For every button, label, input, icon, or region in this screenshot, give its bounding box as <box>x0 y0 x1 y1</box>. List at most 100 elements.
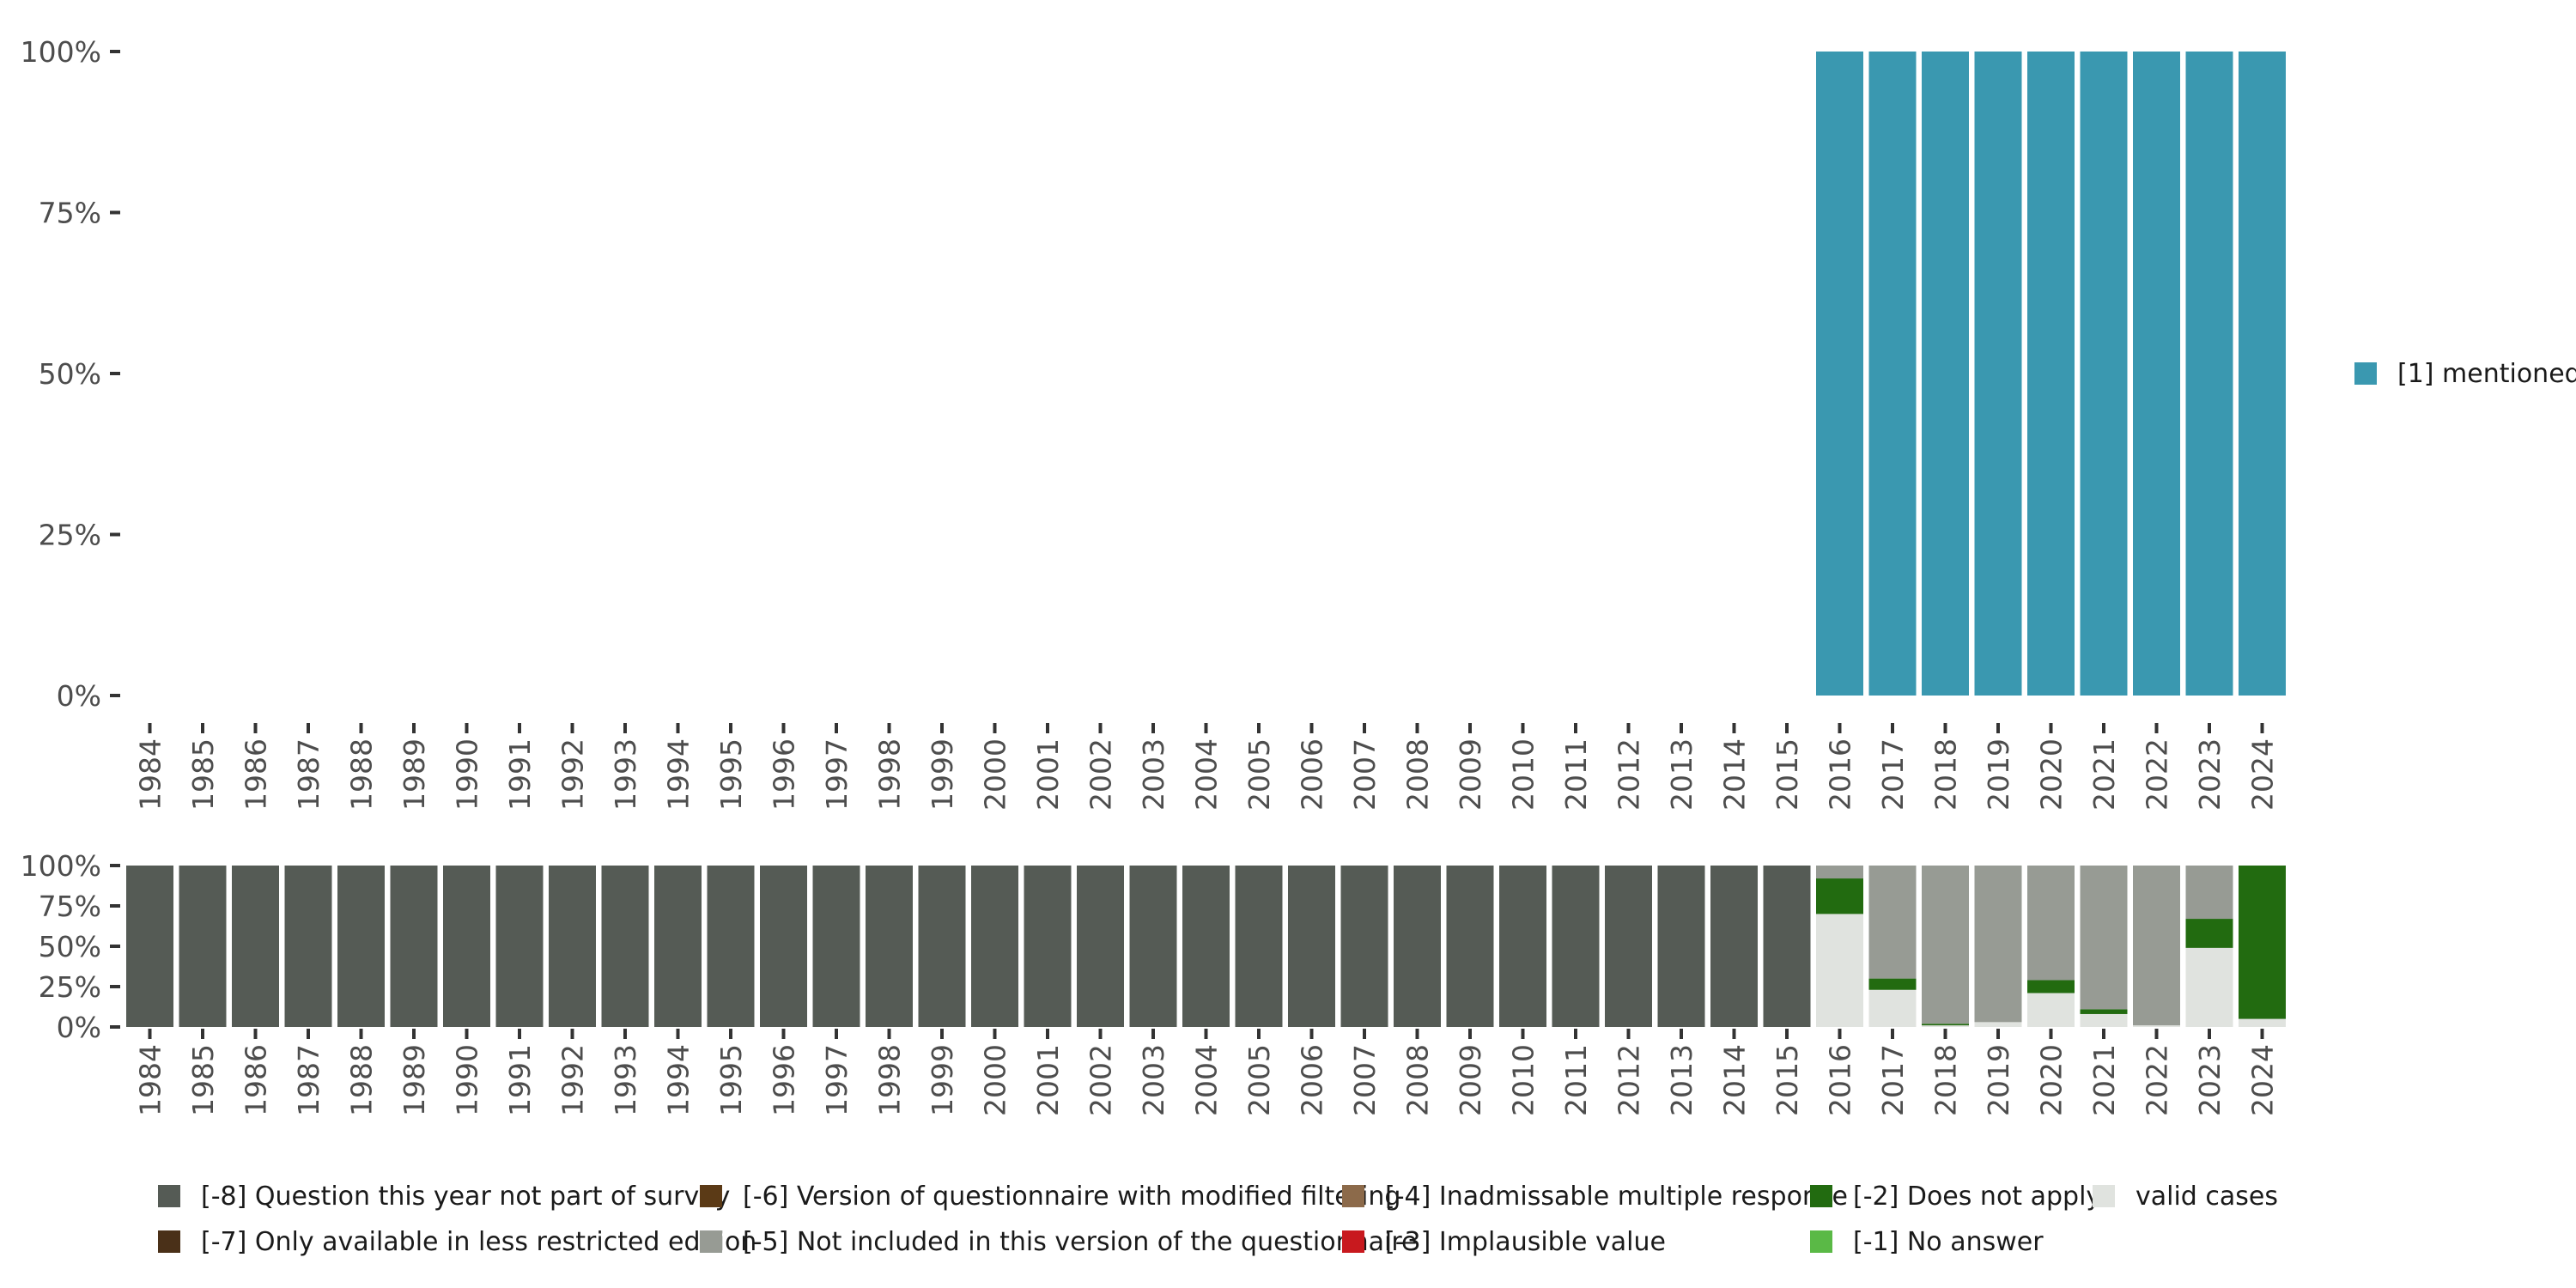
legend-swatch <box>1810 1185 1832 1207</box>
bar-segment <box>1868 52 1917 696</box>
x-tick-label: 1997 <box>820 1044 854 1116</box>
bar-segment <box>2185 866 2233 920</box>
legend-label: [1] mentioned <box>2397 359 2576 389</box>
top-chart-panel: 0% 25% 50% 75% 100% 1984 1985 1986 1987 1988 1989 1… <box>21 35 2286 811</box>
bar-segment <box>390 866 438 1027</box>
x-tick-label: 2010 <box>1507 738 1540 811</box>
bar-segment <box>1922 1025 1969 1027</box>
bar-segment <box>179 866 227 1027</box>
y-tick-label: 50% <box>39 930 101 963</box>
x-tick-label: 2008 <box>1401 1044 1435 1116</box>
x-tick-label: 2020 <box>2035 1044 2069 1116</box>
bar-segment <box>1763 866 1811 1027</box>
x-tick-label: 1986 <box>240 1044 273 1116</box>
bar-segment <box>1922 866 1969 1024</box>
x-tick-label: 1988 <box>345 1044 379 1116</box>
bar-segment <box>126 866 173 1027</box>
bar-segment <box>1288 866 1335 1027</box>
x-tick-label: 2020 <box>2035 738 2069 811</box>
x-tick-label: 2024 <box>2246 1044 2280 1116</box>
bar-segment <box>1605 866 1652 1027</box>
x-tick-label: 2005 <box>1242 1044 1276 1116</box>
bar-segment <box>760 866 807 1027</box>
x-tick-label: 2002 <box>1084 738 1118 811</box>
legend-label: [-1] No answer <box>1853 1227 2044 1257</box>
x-tick-label: 2014 <box>1718 1044 1752 1116</box>
bar-segment <box>2080 866 2128 1010</box>
x-tick-label: 2014 <box>1718 738 1752 811</box>
x-tick-label: 2002 <box>1084 1044 1118 1116</box>
x-tick-label: 2007 <box>1348 1044 1382 1116</box>
bar-segment <box>1974 52 2022 696</box>
bar-segment <box>232 866 279 1027</box>
legend-label: [-3] Implausible value <box>1385 1227 1666 1257</box>
x-tick-label: 2013 <box>1665 1044 1698 1116</box>
bar-segment <box>1868 866 1917 979</box>
x-tick-label: 2000 <box>979 1044 1012 1116</box>
legend-label: valid cases <box>2136 1182 2278 1212</box>
y-tick-label: 50% <box>39 357 101 391</box>
legend-label: [-7] Only available in less restricted e… <box>201 1227 756 1257</box>
x-tick-label: 1985 <box>186 1044 220 1116</box>
bar-segment <box>601 866 649 1027</box>
x-tick-label: 2023 <box>2193 738 2227 811</box>
x-tick-label: 1987 <box>292 738 325 811</box>
bar-segment <box>1974 866 2022 1023</box>
x-tick-label: 2017 <box>1876 738 1910 811</box>
bar-segment <box>918 866 966 1027</box>
bar-segment <box>1868 978 1917 990</box>
bottom-chart-legend: [-8] Question this year not part of surv… <box>158 1182 2278 1257</box>
x-tick-label: 2012 <box>1613 1044 1646 1116</box>
x-tick-label: 2017 <box>1876 1044 1910 1116</box>
x-tick-label: 2021 <box>2087 1044 2121 1116</box>
bar-segment <box>1340 866 1388 1027</box>
bar-segment <box>2080 1013 2128 1027</box>
x-tick-label: 2019 <box>1982 1044 2015 1116</box>
y-tick-label: 75% <box>39 197 101 230</box>
x-tick-label: 2023 <box>2193 1044 2227 1116</box>
bar-segment <box>1710 866 1758 1027</box>
legend-swatch <box>2354 362 2377 385</box>
bar-segment <box>2239 866 2286 1019</box>
legend-swatch <box>2093 1185 2115 1207</box>
x-tick-label: 2016 <box>1824 1044 1857 1116</box>
x-tick-label: 2001 <box>1031 1044 1065 1116</box>
bar-segment <box>549 866 596 1027</box>
bar-segment <box>1129 866 1177 1027</box>
bar-segment <box>1499 866 1546 1027</box>
bar-segment <box>1868 989 1917 1027</box>
x-tick-label: 1984 <box>134 738 167 811</box>
x-tick-label: 1999 <box>926 1044 959 1116</box>
x-tick-label: 2004 <box>1190 738 1224 811</box>
legend-swatch <box>700 1185 722 1207</box>
legend-swatch <box>1342 1230 1364 1253</box>
x-tick-label: 1984 <box>134 1044 167 1116</box>
x-tick-label: 1993 <box>609 738 642 811</box>
x-tick-label: 1991 <box>503 1044 537 1116</box>
x-tick-label: 1992 <box>556 738 590 811</box>
x-tick-label: 1987 <box>292 1044 325 1116</box>
bar-segment <box>1816 866 1863 879</box>
bar-segment <box>284 866 332 1027</box>
y-tick-label: 25% <box>39 970 101 1004</box>
x-tick-label: 2009 <box>1454 738 1487 811</box>
legend-swatch <box>1342 1185 1364 1207</box>
x-tick-label: 2001 <box>1031 738 1065 811</box>
x-tick-label: 1988 <box>345 738 379 811</box>
x-tick-label: 1990 <box>451 1044 484 1116</box>
x-tick-label: 2009 <box>1454 1044 1487 1116</box>
x-tick-label: 2007 <box>1348 738 1382 811</box>
bar-segment <box>2027 52 2075 696</box>
x-tick-label: 2010 <box>1507 1044 1540 1116</box>
legend-swatch <box>700 1230 722 1253</box>
x-tick-label: 1999 <box>926 738 959 811</box>
legend-label: [-6] Version of questionnaire with modif… <box>743 1182 1400 1212</box>
bar-segment <box>443 866 490 1027</box>
x-tick-label: 2004 <box>1190 1044 1224 1116</box>
x-tick-label: 2021 <box>2087 738 2121 811</box>
legend-swatch <box>158 1230 180 1253</box>
bar-segment <box>1446 866 1494 1027</box>
bar-segment <box>2080 52 2128 696</box>
y-tick-label: 100% <box>21 849 101 883</box>
